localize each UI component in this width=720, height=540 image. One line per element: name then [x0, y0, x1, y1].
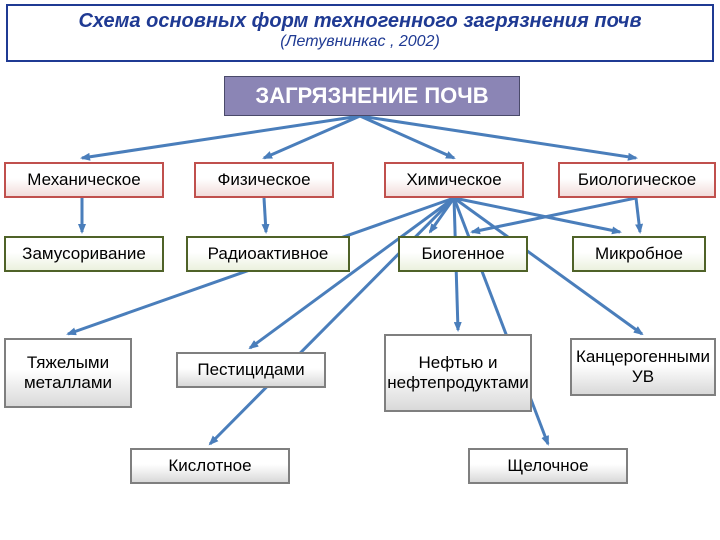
connector-arrow [82, 116, 360, 158]
row3-pest: Пестицидами [176, 352, 326, 388]
connector-arrow [360, 116, 454, 158]
connector-arrow [430, 198, 454, 232]
row1-phys: Физическое [194, 162, 334, 198]
row2-radio: Радиоактивное [186, 236, 350, 272]
connector-arrow [264, 198, 266, 232]
connector-arrow [264, 116, 360, 158]
title-sub: (Летувнинкас , 2002) [16, 33, 704, 51]
connector-arrow [454, 198, 620, 232]
connector-arrow [360, 116, 636, 158]
row4-alk: Щелочное [468, 448, 628, 484]
row2-litter: Замусоривание [4, 236, 164, 272]
root-node: ЗАГРЯЗНЕНИЕ ПОЧВ [224, 76, 520, 116]
connector-arrow [472, 198, 636, 232]
row1-bio: Биологическое [558, 162, 716, 198]
row2-biog: Биогенное [398, 236, 528, 272]
title-main: Схема основных форм техногенного загрязн… [16, 10, 704, 33]
row3-heavy: Тяжелыми металлами [4, 338, 132, 408]
row3-carc: Канцеро­генными УВ [570, 338, 716, 396]
row3-oil: Нефтью и нефтепро­дуктами [384, 334, 532, 412]
connector-arrow [636, 198, 640, 232]
row4-acid: Кислотное [130, 448, 290, 484]
row1-chem: Химическое [384, 162, 524, 198]
title-frame: Схема основных форм техногенного загрязн… [6, 4, 714, 62]
row1-mech: Механическое [4, 162, 164, 198]
row2-micro: Микробное [572, 236, 706, 272]
connector-arrow [250, 198, 454, 348]
